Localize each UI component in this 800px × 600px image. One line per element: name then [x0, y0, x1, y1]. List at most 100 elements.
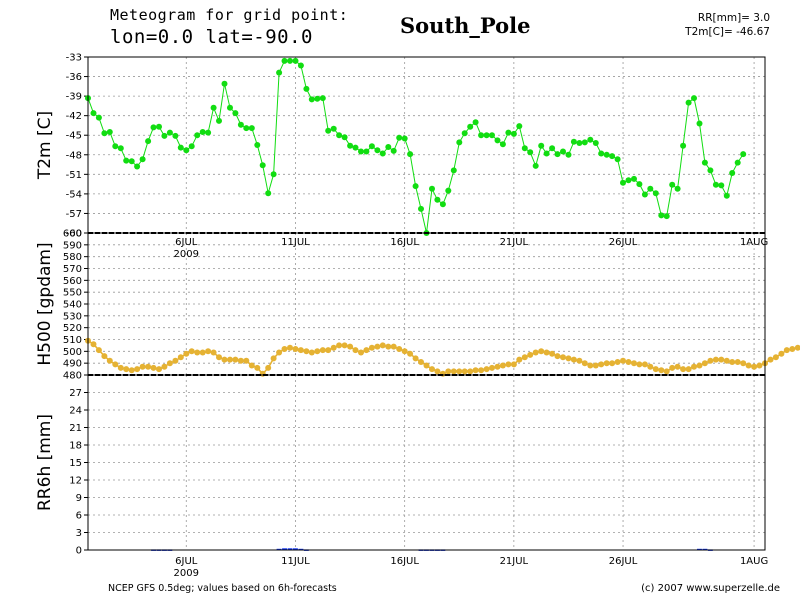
data-point [707, 167, 714, 174]
x-tick-label: 26JUL [609, 556, 638, 567]
data-point [631, 360, 637, 367]
data-point [117, 364, 124, 371]
data-point [532, 349, 539, 356]
data-point [669, 181, 676, 188]
data-point [254, 142, 261, 148]
data-point [609, 360, 616, 367]
x-tick-label: 16JUL [390, 556, 419, 567]
data-point [188, 143, 195, 150]
data-point [161, 363, 168, 370]
panel-2: 0 3 6 9 12 15 18 21 24 27 RR6h [mm] [35, 374, 766, 557]
data-point [287, 57, 293, 64]
y-axis-label: RR6h [mm] [35, 414, 55, 511]
data-point [172, 357, 179, 364]
data-point [156, 366, 162, 373]
data-point [95, 114, 102, 121]
data-point [314, 348, 321, 355]
data-point [701, 159, 708, 166]
data-point [232, 110, 239, 117]
data-point [297, 62, 304, 69]
data-point [658, 367, 665, 374]
data-point [363, 347, 370, 354]
data-point [521, 354, 528, 361]
data-point [543, 349, 550, 356]
data-point [276, 69, 283, 76]
data-point [248, 125, 255, 132]
data-point [691, 363, 697, 370]
data-point [385, 343, 392, 350]
y-tick-label: -42 [66, 111, 82, 122]
data-point [341, 342, 348, 349]
data-point [112, 361, 119, 368]
data-point [297, 347, 304, 354]
x-tick-label: 6JUL [175, 237, 198, 248]
y-tick-label: -54 [66, 189, 82, 200]
data-point [685, 366, 692, 373]
data-point [445, 187, 452, 194]
y-tick-label: -51 [66, 170, 82, 181]
data-point [516, 123, 523, 130]
footer-copyright: (c) 2007 www.superzelle.de [641, 583, 780, 594]
data-point [368, 344, 375, 351]
data-point [314, 95, 321, 102]
data-point [210, 349, 217, 356]
data-point [734, 159, 741, 166]
data-point [401, 135, 408, 142]
data-point [358, 349, 364, 356]
data-point [336, 342, 343, 349]
data-point [576, 140, 583, 146]
rain-bar [282, 548, 287, 551]
data-point [265, 190, 272, 197]
data-point [467, 123, 474, 130]
data-point [592, 140, 599, 146]
y-axis-label: T2m [C] [35, 111, 55, 180]
data-point [598, 361, 605, 368]
data-point [581, 139, 588, 146]
header-coordinates: lon=0.0 lat=-90.0 [110, 26, 313, 48]
data-point [669, 364, 676, 371]
data-point [554, 353, 561, 360]
data-point [472, 367, 479, 374]
y-tick-label: 24 [69, 406, 82, 417]
data-point [134, 366, 141, 373]
data-point [243, 125, 250, 132]
data-point [276, 349, 283, 356]
data-point [772, 354, 779, 361]
data-point [128, 158, 135, 165]
data-point [308, 349, 315, 356]
x-tick-label: 21JUL [500, 237, 529, 248]
data-point [570, 138, 577, 145]
panel-0: -33 -36 -39 -42 -45 -48 -51 -54 -57 -60 T2m [C] [35, 53, 766, 240]
data-point [712, 181, 719, 188]
data-point [581, 360, 588, 367]
data-point [499, 141, 506, 148]
data-point [221, 80, 228, 87]
data-point [210, 104, 217, 111]
data-point [641, 361, 648, 368]
y-tick-label: 570 [63, 264, 82, 275]
y-tick-label: -48 [66, 150, 82, 161]
data-point [265, 364, 272, 371]
data-point [183, 350, 190, 357]
rain-bar [293, 548, 298, 551]
data-point [794, 344, 800, 351]
data-point [292, 346, 299, 352]
data-point [237, 357, 244, 364]
data-point [429, 366, 435, 373]
y-tick-label: 590 [63, 240, 82, 251]
data-point [472, 119, 479, 126]
data-point [194, 132, 201, 139]
data-point [237, 121, 244, 128]
data-point [347, 343, 354, 350]
data-point [95, 347, 102, 354]
data-point [183, 147, 190, 154]
data-point [729, 359, 736, 365]
footer-source: NCEP GFS 0.5deg; values based on 6h-fore… [108, 583, 337, 594]
data-point [478, 132, 485, 139]
x-tick-label: 1AUG [740, 237, 768, 248]
data-point [216, 354, 222, 361]
data-point [789, 346, 796, 352]
y-tick-label: -33 [66, 53, 82, 64]
data-point [456, 139, 463, 146]
data-point [549, 145, 556, 152]
